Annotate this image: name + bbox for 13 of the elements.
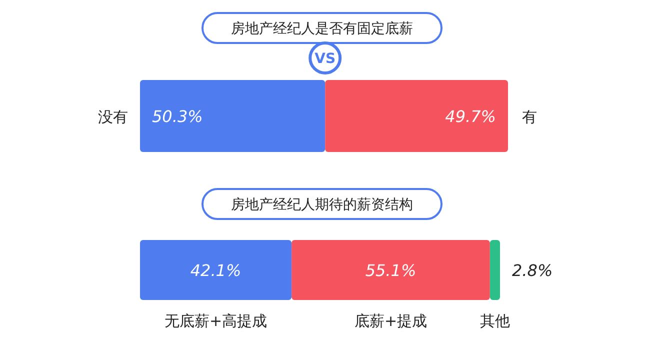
data-label: 42.1% [190,261,242,280]
series-label: 底薪+提成 [354,312,428,330]
text: VS [314,51,336,67]
series-label: 有 [522,108,537,126]
data-label: 49.7% [445,107,496,126]
series-label: 没有 [98,108,128,126]
series-label: 无底薪+高提成 [164,312,268,330]
series-label: 其他 [480,312,510,330]
data-label: 2.8% [512,261,553,280]
data-label: 55.1% [365,261,416,280]
chart-title: 房地产经纪人期待的薪资结构 [231,197,413,213]
chart-title: 房地产经纪人是否有固定底薪 [231,21,413,37]
data-label: 50.3% [152,107,203,126]
